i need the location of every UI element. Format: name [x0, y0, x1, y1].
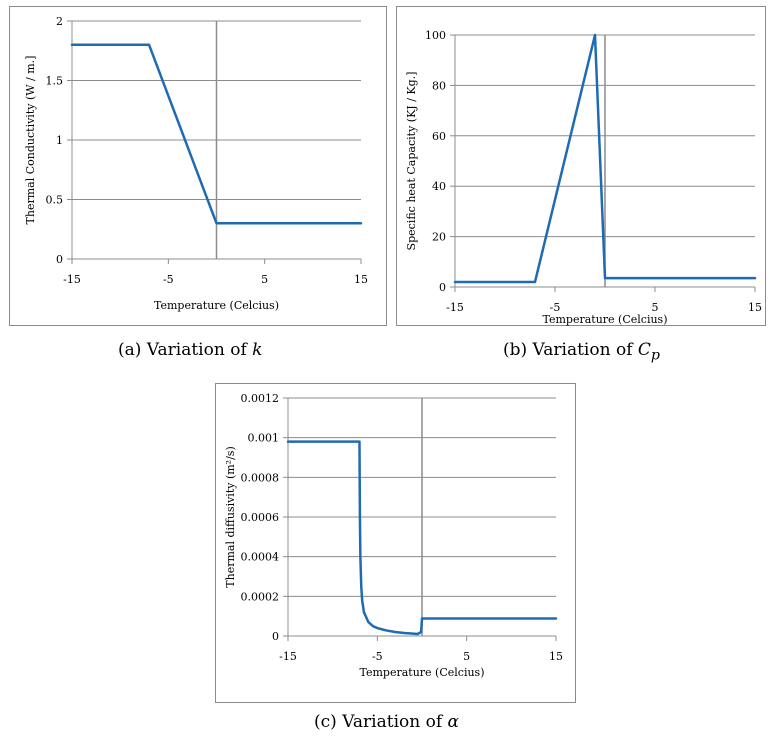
x-tick-label: 5	[261, 273, 268, 286]
y-tick-label: 2	[56, 15, 63, 28]
y-tick-label: 0.001	[248, 432, 280, 445]
caption-a-symbol: k	[252, 340, 263, 360]
caption-c-prefix: (c) Variation of	[314, 712, 448, 732]
x-tick-label: -5	[372, 650, 383, 663]
caption-b-symbol: C	[637, 340, 651, 360]
y-tick-label: 0.0006	[241, 511, 280, 524]
x-tick-label: -5	[163, 273, 174, 286]
series-line	[453, 33, 757, 284]
y-tick-label: 0.0002	[241, 590, 280, 603]
y-tick-label: 1.5	[46, 75, 64, 88]
x-tick-label: 5	[463, 650, 470, 663]
y-tick-label: 0.0004	[241, 551, 280, 564]
caption-a: (a) Variation of k	[118, 340, 262, 360]
caption-c-symbol: α	[447, 712, 460, 732]
series-line	[70, 43, 363, 225]
y-tick-label: 0.5	[46, 194, 64, 207]
y-axis-label: Specific heat Capacity (KJ / Kg.]	[405, 72, 418, 251]
y-tick-label: 1	[56, 134, 63, 147]
y-tick-label: 40	[432, 180, 446, 193]
caption-b-prefix: (b) Variation of	[503, 340, 638, 360]
y-tick-label: 60	[432, 130, 446, 143]
x-tick-label: -15	[63, 273, 81, 286]
y-tick-label: 80	[432, 79, 446, 92]
chart-a: 0 0.5 1 1.5 2 -15 -5 5 15 Temperature (Celcius) Th…	[24, 15, 368, 312]
x-tick-label: 15	[748, 301, 762, 314]
x-tick-label: -15	[279, 650, 297, 663]
caption-b-subscript: p	[650, 347, 660, 364]
x-tick-label: -15	[446, 301, 464, 314]
chart-c: 0 0.0002 0.0004 0.0006 0.0008 0.001 0.0012 -15 -…	[224, 392, 563, 679]
y-tick-label: 100	[425, 29, 446, 42]
y-tick-label: 0.0008	[241, 471, 280, 484]
y-tick-label: 0	[439, 281, 446, 294]
y-tick-label: 0	[56, 253, 63, 266]
chart-panel-a: 0 0.5 1 1.5 2 -15 -5 5 15 Temperature (Celcius) Th…	[9, 6, 387, 326]
y-axis-label: Thermal diffusivity (m²/s)	[224, 446, 237, 587]
x-axis-label: Temperature (Celcius)	[360, 666, 485, 679]
chart-panel-b: 0 20 40 60 80 100 -15 -5 5 15 Temperature (Celcius…	[396, 6, 766, 326]
x-tick-label: 15	[354, 273, 368, 286]
x-tick-label: 5	[652, 301, 659, 314]
y-tick-label: 0.0012	[241, 392, 280, 405]
chart-panel-c: 0 0.0002 0.0004 0.0006 0.0008 0.001 0.0012 -15 -…	[215, 383, 576, 703]
caption-a-prefix: (a) Variation of	[118, 340, 253, 360]
x-axis-label: Temperature (Celcius)	[543, 313, 668, 326]
caption-c: (c) Variation of α	[314, 712, 459, 732]
series-line	[286, 440, 558, 636]
x-axis-label: Temperature (Celcius)	[154, 299, 279, 312]
y-axis-label: Thermal Conductivity (W / m.]	[24, 56, 37, 225]
chart-b: 0 20 40 60 80 100 -15 -5 5 15 Temperature (Celcius…	[405, 29, 762, 326]
y-tick-label: 20	[432, 231, 446, 244]
caption-b: (b) Variation of Cp	[503, 340, 660, 363]
x-tick-label: -5	[550, 301, 561, 314]
x-tick-label: 15	[549, 650, 563, 663]
y-tick-label: 0	[272, 630, 279, 643]
